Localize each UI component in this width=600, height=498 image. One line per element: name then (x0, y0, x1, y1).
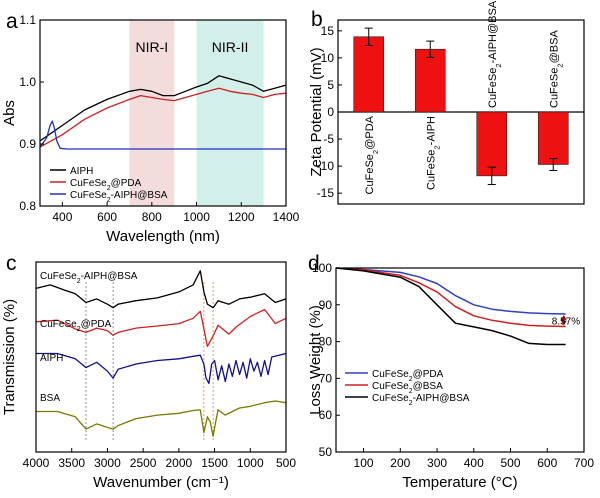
d-ytick-label: 90 (319, 298, 333, 312)
bar-1 (414, 48, 446, 113)
c-series-label-3: BSA (40, 393, 60, 404)
bar-3 (537, 111, 569, 165)
d-legend-label-0: CuFeSe2@PDA (372, 369, 444, 383)
c-xtick-label: 1000 (237, 456, 264, 470)
d-annotation-arrowhead-top (560, 315, 567, 320)
a-legend-label-2: CuFeSe2-AIPH@BSA (70, 190, 168, 204)
region-band-0 (129, 20, 175, 206)
panel-label-b: b (311, 8, 323, 31)
a-xtick-label: 400 (52, 210, 72, 224)
c-xtick-label: 1500 (201, 456, 228, 470)
a-xtick-label: 800 (142, 210, 162, 224)
b-category-label-0: CuFeSe2@PDA (364, 115, 380, 194)
bar-0 (353, 36, 385, 113)
a-ytick-label: 0.8 (19, 199, 36, 213)
d-ytick-label: 60 (319, 408, 333, 422)
d-xtick-label: 400 (464, 456, 484, 470)
a-legend-label-0: AIPH (70, 166, 93, 177)
b-ytick-label: 5 (327, 78, 334, 92)
d-xtick-label: 300 (427, 456, 447, 470)
b-category-label-1: CuFeSe2-AIPH (425, 116, 441, 190)
d-annotation-label: 8.57% (552, 316, 580, 327)
d-xtick-label: 700 (574, 456, 594, 470)
series-c-line-2 (36, 352, 287, 385)
b-ytick-label: 10 (321, 51, 335, 65)
c-xlabel: Wavenumber (cm⁻¹) (93, 474, 229, 491)
a-ytick-label: 0.9 (19, 137, 36, 151)
series-a-line-2 (39, 120, 286, 150)
a-ylabel: Abs (1, 100, 18, 126)
c-xtick-label: 4000 (23, 456, 50, 470)
panel-c-frame (35, 261, 287, 453)
series-c-line-3 (36, 400, 287, 437)
a-xtick-label: 1400 (273, 210, 300, 224)
b-ylabel: Zeta Potential (mV) (308, 47, 325, 176)
panel-d-frame (335, 267, 585, 453)
a-xtick-label: 600 (97, 210, 117, 224)
panel-label-d: d (308, 252, 320, 275)
a-xtick-label: 1200 (228, 210, 255, 224)
series-d-line-1 (335, 267, 566, 328)
series-c-line-1 (35, 308, 287, 348)
series-c-line-0 (35, 270, 287, 309)
d-ytick-label: 80 (319, 335, 333, 349)
a-ytick-label: 1.0 (19, 75, 36, 89)
c-xtick-label: 2500 (130, 456, 157, 470)
d-ytick-label: 100 (312, 261, 332, 275)
series-d-line-0 (335, 267, 566, 315)
c-series-label-2: AIPH (40, 353, 63, 364)
d-legend-label-2: CuFeSe2-AIPH@BSA (372, 393, 470, 407)
b-ytick-label: -5 (323, 132, 334, 146)
a-xtick-label: 1000 (183, 210, 210, 224)
c-xtick-label: 3000 (94, 456, 121, 470)
panel-a-frame (39, 19, 287, 207)
series-a-line-0 (39, 75, 287, 142)
region-band-1 (196, 20, 264, 206)
d-xtick-label: 100 (354, 456, 374, 470)
d-ylabel: Loss Weight (%) (307, 305, 324, 415)
c-series-label-1: CuFeSe2@PDA (40, 319, 112, 333)
region-label-1: NIR-II (212, 39, 249, 55)
a-xlabel: Wavelength (nm) (106, 228, 220, 245)
b-ytick-label: 15 (321, 24, 335, 38)
region-label-0: NIR-I (135, 39, 168, 55)
bar-2 (476, 111, 508, 177)
d-ytick-label: 70 (319, 371, 333, 385)
b-category-label-3: CuFeSe2@BSA (548, 30, 564, 108)
b-category-label-2: CuFeSe2-AIPH@BSA (487, 0, 503, 108)
c-series-label-0: CuFeSe2-AIPH@BSA (40, 271, 138, 285)
d-annotation-arrowhead-bottom (560, 320, 567, 326)
panel-label-c: c (6, 252, 17, 275)
panel-label-a: a (6, 10, 18, 33)
a-legend-label-1: CuFeSe2@PDA (70, 178, 142, 192)
d-xlabel: Temperature (°C) (402, 474, 517, 491)
c-xtick-label: 2000 (166, 456, 193, 470)
d-xtick-label: 600 (537, 456, 557, 470)
b-ytick-label: 0 (327, 105, 334, 119)
a-ytick-label: 1.1 (19, 13, 36, 27)
d-ytick-label: 50 (319, 445, 333, 459)
series-d-line-2 (335, 267, 566, 346)
c-xtick-label: 3500 (58, 456, 85, 470)
d-xtick-label: 200 (390, 456, 410, 470)
c-xtick-label: 500 (276, 456, 296, 470)
b-ytick-label: -10 (317, 159, 335, 173)
b-ytick-label: -15 (317, 186, 335, 200)
c-ylabel: Transmission (%) (1, 299, 18, 415)
d-legend-label-1: CuFeSe2@BSA (372, 381, 443, 395)
series-a-line-1 (39, 87, 287, 148)
d-xtick-label: 500 (501, 456, 521, 470)
